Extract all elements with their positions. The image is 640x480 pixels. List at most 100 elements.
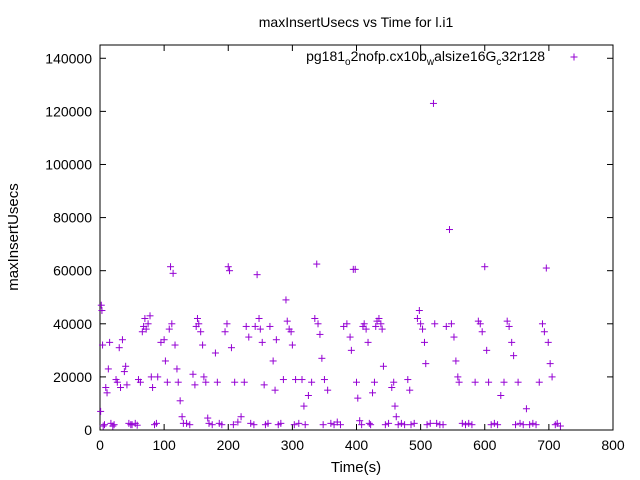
data-point xyxy=(410,419,418,427)
data-point xyxy=(526,421,534,429)
data-point xyxy=(104,365,112,373)
data-point xyxy=(199,341,207,349)
data-point xyxy=(381,421,389,429)
data-point xyxy=(546,360,554,368)
data-point xyxy=(123,381,131,389)
x-tick-label: 600 xyxy=(473,437,497,453)
data-point xyxy=(385,419,393,427)
data-point xyxy=(535,378,543,386)
data-point xyxy=(161,357,169,365)
data-point xyxy=(136,378,144,386)
data-point xyxy=(455,378,463,386)
data-point xyxy=(318,354,326,362)
data-point xyxy=(151,421,159,429)
data-point xyxy=(97,407,105,415)
data-point xyxy=(468,421,476,429)
data-point xyxy=(211,349,219,357)
data-point xyxy=(160,336,168,344)
data-point xyxy=(100,421,108,429)
x-tick-label: 500 xyxy=(409,437,433,453)
data-point xyxy=(370,378,378,386)
data-point xyxy=(115,344,123,352)
data-point xyxy=(401,421,409,429)
y-tick-label: 20000 xyxy=(53,369,92,385)
data-point xyxy=(168,320,176,328)
data-point xyxy=(242,322,250,330)
data-point xyxy=(245,333,253,341)
data-point xyxy=(147,373,155,381)
data-point xyxy=(487,421,495,429)
data-point xyxy=(465,419,473,427)
data-point xyxy=(102,384,110,392)
data-point xyxy=(109,422,117,430)
data-point xyxy=(290,421,298,429)
x-tick-label: 200 xyxy=(217,437,241,453)
data-point xyxy=(390,378,398,386)
data-point xyxy=(264,419,272,427)
data-point xyxy=(256,325,264,333)
data-point xyxy=(174,378,182,386)
data-point xyxy=(258,338,266,346)
data-point xyxy=(313,260,321,268)
data-point xyxy=(255,314,263,322)
data-point xyxy=(98,307,106,315)
data-point xyxy=(314,320,322,328)
legend-marker-plus xyxy=(570,53,578,61)
data-point xyxy=(426,419,434,427)
data-point xyxy=(500,378,508,386)
data-point xyxy=(407,421,415,429)
data-point xyxy=(282,296,290,304)
data-point xyxy=(462,421,470,429)
data-point xyxy=(485,378,493,386)
data-point xyxy=(379,362,387,370)
data-point xyxy=(360,320,368,328)
data-point xyxy=(154,373,162,381)
data-point xyxy=(202,378,210,386)
data-point xyxy=(452,357,460,365)
data-point xyxy=(106,338,114,346)
data-point xyxy=(260,381,268,389)
y-tick-label: 0 xyxy=(84,422,92,438)
x-axis-ticks: 0 100 200 300 400 500 600 700 800 xyxy=(96,45,625,453)
data-point xyxy=(404,376,412,384)
data-point xyxy=(240,378,248,386)
data-point xyxy=(171,341,179,349)
data-point xyxy=(189,370,197,378)
data-point xyxy=(351,265,359,273)
y-tick-label: 40000 xyxy=(53,316,92,332)
data-point xyxy=(152,419,160,427)
x-tick-label: 400 xyxy=(345,437,369,453)
data-point xyxy=(292,376,300,384)
data-point xyxy=(99,341,107,349)
data-point xyxy=(221,328,229,336)
data-point xyxy=(369,389,377,397)
data-point xyxy=(394,421,402,429)
data-point xyxy=(358,421,366,429)
data-point xyxy=(149,384,157,392)
data-point xyxy=(250,421,258,429)
data-point xyxy=(120,368,128,376)
data-point xyxy=(186,421,194,429)
data-point xyxy=(197,328,205,336)
data-point xyxy=(431,320,439,328)
data-point xyxy=(422,360,430,368)
data-point xyxy=(540,328,548,336)
data-point xyxy=(237,413,245,421)
data-point xyxy=(391,402,399,410)
data-point xyxy=(364,338,372,346)
data-point xyxy=(447,320,455,328)
data-point xyxy=(481,263,489,271)
data-point xyxy=(327,419,335,427)
data-point xyxy=(231,378,239,386)
data-point xyxy=(551,421,559,429)
data-point xyxy=(176,397,184,405)
data-point xyxy=(141,314,149,322)
data-point xyxy=(419,325,427,333)
data-point xyxy=(122,362,130,370)
data-point xyxy=(542,264,550,272)
data-point xyxy=(193,314,201,322)
data-point xyxy=(279,376,287,384)
data-point xyxy=(392,413,400,421)
data-point xyxy=(131,419,139,427)
x-tick-label: 800 xyxy=(601,437,625,453)
